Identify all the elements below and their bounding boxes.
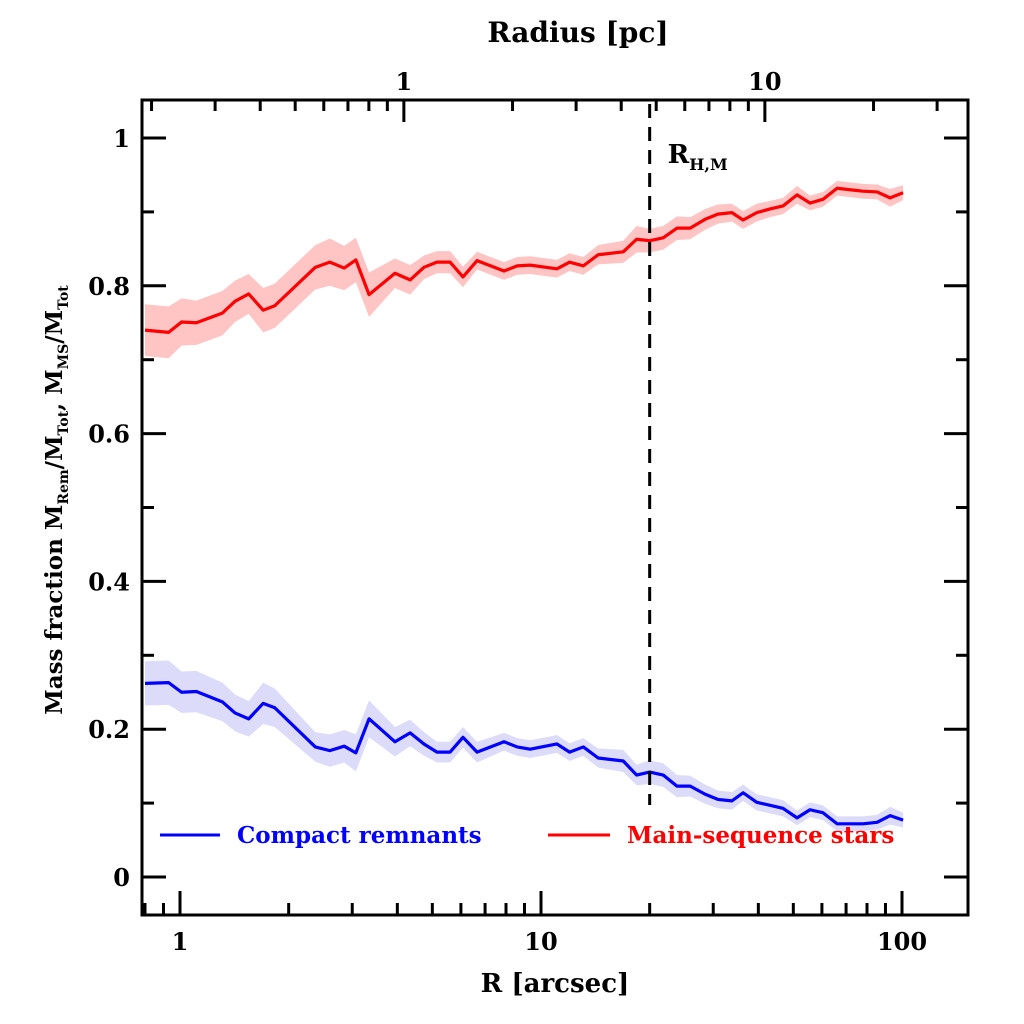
y-label-subscript: Tot: [56, 410, 72, 435]
y-label-subscript: MS: [56, 344, 72, 370]
compact-remnants-line: [144, 681, 904, 826]
compact-remnants-error-band: [145, 660, 904, 832]
tick-labels: 1 10 100 0 0.2 0.4 0.6 0.8 1 1 10: [88, 67, 927, 956]
x-tick-label: 100: [877, 927, 927, 956]
axis-ticks: [142, 100, 968, 915]
y-tick-label: 0.8: [88, 272, 130, 301]
y-tick-label: 0: [113, 863, 130, 892]
error-bands: [145, 180, 904, 832]
plot-frame: [140, 98, 970, 917]
x-axis-label: R [arcsec]: [481, 969, 630, 999]
top-tick-label: 1: [396, 67, 413, 96]
legend-label-main-sequence: Main-sequence stars: [627, 822, 894, 849]
half-mass-radius-label: RH,M: [668, 140, 728, 174]
y-label-part: /M: [41, 435, 68, 469]
half-mass-radius-label-subscript: H,M: [689, 155, 727, 174]
y-label-subscript: Tot: [56, 285, 72, 310]
x-tick-label: 1: [172, 927, 189, 956]
y-tick-label: 0.2: [88, 715, 130, 744]
x-tick-label: 10: [524, 927, 557, 956]
legend-label-compact-remnants: Compact remnants: [237, 822, 482, 849]
y-label-part: M: [41, 505, 68, 530]
y-tick-label: 1: [113, 124, 130, 153]
half-mass-radius-label-main: R: [668, 140, 690, 170]
y-label-part: M: [41, 369, 68, 394]
legend: Compact remnants Main-sequence stars: [160, 822, 894, 849]
y-label-part: /M: [41, 310, 68, 344]
main-sequence-stars-line: [144, 186, 904, 334]
top-tick-label: 10: [748, 67, 781, 96]
y-axis-label: Mass fraction MRem/MTot, MMS/MTot: [41, 285, 72, 715]
y-label-part: Mass fraction: [41, 530, 68, 715]
main-sequence-stars-error-band: [145, 180, 904, 359]
top-axis-label: Radius [pc]: [487, 16, 668, 49]
y-label-subscript: Rem: [56, 469, 72, 505]
y-tick-label: 0.4: [88, 567, 130, 596]
y-label-part: ,: [41, 395, 68, 411]
series-lines: [144, 186, 904, 826]
y-tick-label: 0.6: [88, 420, 130, 449]
